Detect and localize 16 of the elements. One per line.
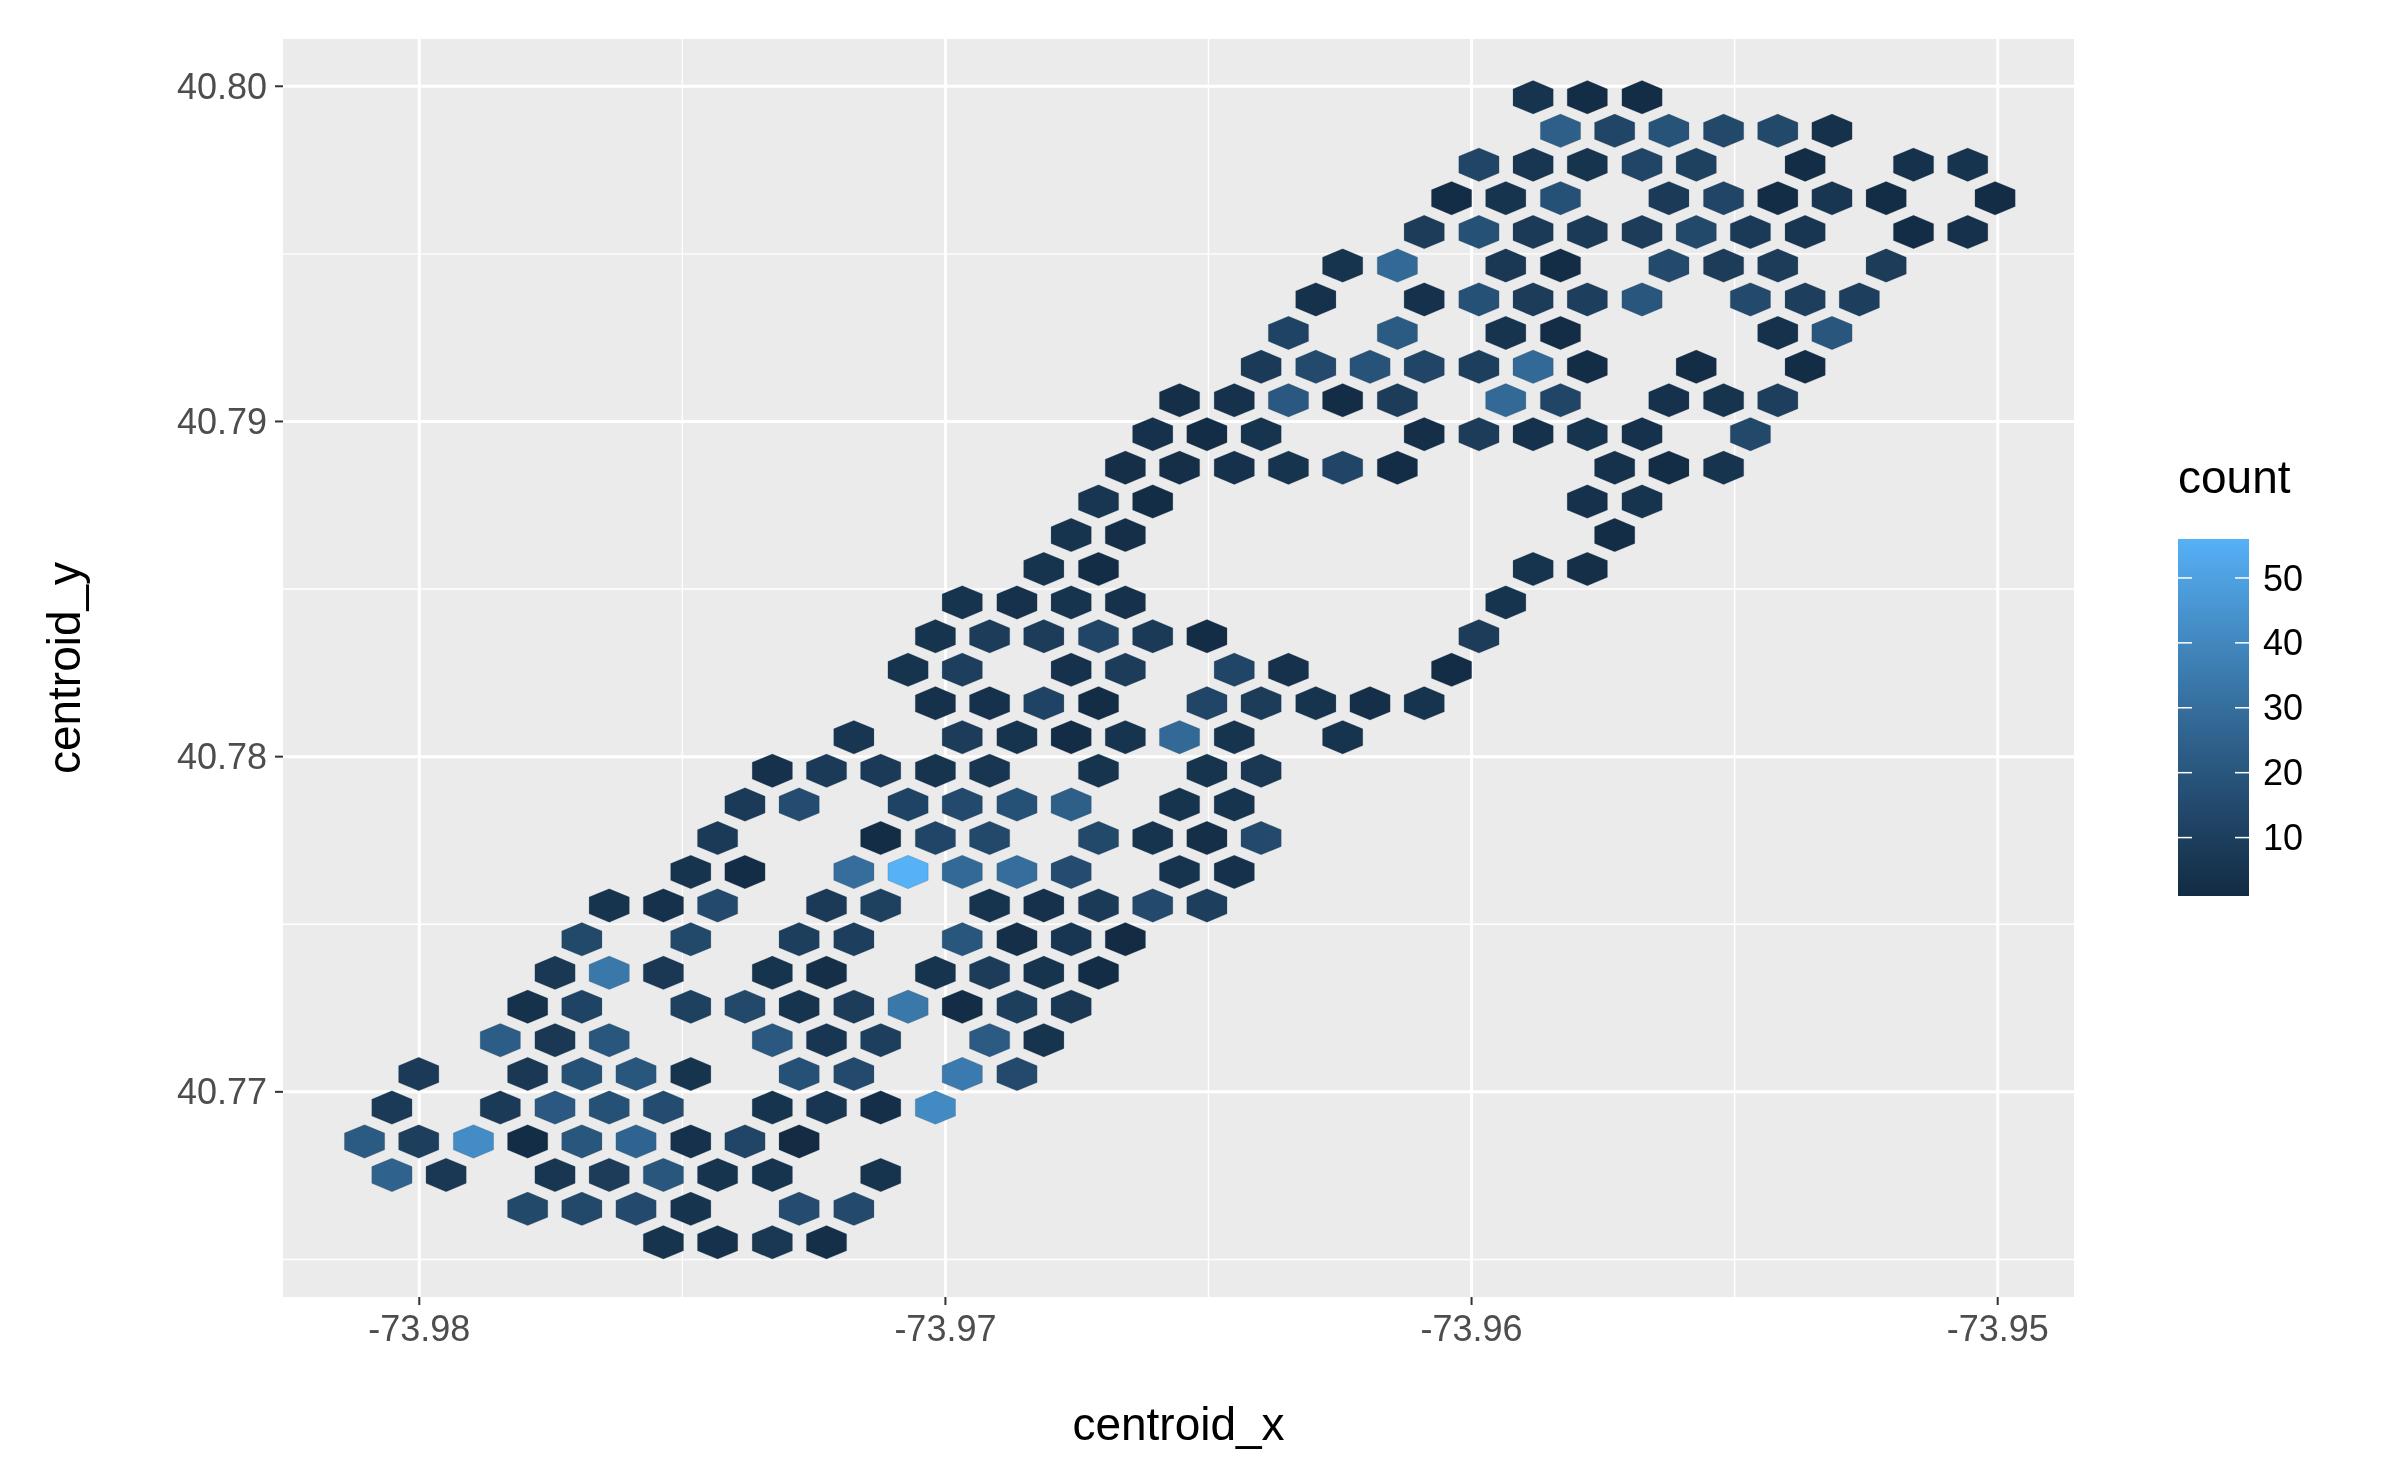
x-axis-title: centroid_x xyxy=(1072,1398,1285,1450)
x-tick-label: -73.98 xyxy=(368,1308,471,1349)
y-tick-label: 40.79 xyxy=(176,401,267,443)
color-bar-label: 20 xyxy=(2263,752,2304,794)
color-bar-title: count xyxy=(2178,451,2291,503)
x-tick-label: -73.97 xyxy=(894,1308,997,1349)
y-tick-label: 40.80 xyxy=(176,65,267,107)
x-tick-label: -73.95 xyxy=(1946,1308,2049,1349)
y-tick-label: 40.78 xyxy=(176,736,267,778)
y-axis-title: centroid_y xyxy=(38,561,90,775)
color-bar-label: 50 xyxy=(2263,557,2304,599)
color-bar-label: 10 xyxy=(2263,817,2304,859)
color-bar-label: 40 xyxy=(2263,622,2304,664)
color-bar-label: 30 xyxy=(2263,687,2304,729)
y-tick-label: 40.77 xyxy=(176,1071,267,1113)
x-tick-label: -73.96 xyxy=(1420,1308,1523,1349)
